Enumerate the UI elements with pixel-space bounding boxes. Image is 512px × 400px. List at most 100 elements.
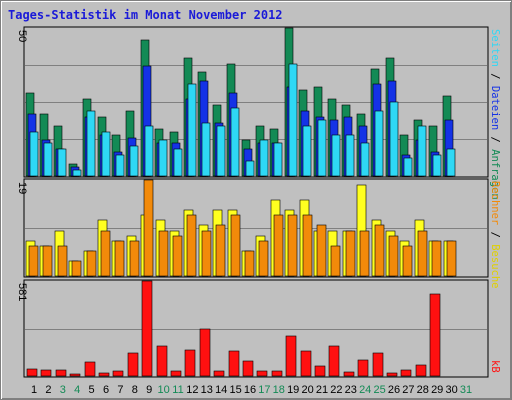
bar-rechner-day-28 (417, 230, 428, 277)
bar-kb-day-12 (184, 349, 196, 377)
legend-sep-1: / (489, 67, 501, 86)
bar-rechner-day-2 (42, 245, 53, 277)
bar-rechner-day-6 (100, 230, 111, 277)
bar-seiten-day-11 (173, 148, 183, 177)
x-label-day-31: 31 (460, 384, 472, 396)
bar-rechner-day-18 (273, 214, 284, 277)
x-label-day-21: 21 (316, 384, 328, 396)
bar-seiten-day-24 (360, 142, 370, 177)
legend-sep-3: / (489, 225, 501, 244)
bar-rechner-day-12 (186, 214, 197, 277)
x-label-day-24: 24 (359, 384, 371, 396)
bar-kb-day-5 (84, 361, 96, 377)
bar-seiten-day-21 (317, 119, 327, 177)
legend-top-vertical: Seiten / Dateien / Anfragen (489, 29, 501, 200)
bar-rechner-day-11 (172, 235, 183, 277)
bar-kb-day-21 (314, 365, 326, 377)
bar-seiten-day-14 (216, 125, 226, 177)
bar-kb-day-7 (112, 370, 124, 377)
x-label-day-15: 15 (229, 384, 241, 396)
legend-kb: kB (489, 360, 501, 373)
bar-rechner-day-26 (388, 235, 399, 277)
bar-kb-day-11 (170, 370, 182, 377)
bar-rechner-day-24 (359, 230, 370, 277)
bar-kb-day-15 (228, 350, 240, 377)
legend-besuche: Besuche (489, 244, 501, 288)
bar-rechner-day-15 (230, 214, 241, 277)
middle-panel-max-label: 19 (16, 182, 28, 194)
bar-seiten-day-4 (72, 169, 82, 177)
bar-kb-day-19 (285, 335, 297, 377)
x-label-day-17: 17 (258, 384, 270, 396)
bar-rechner-day-30 (446, 240, 457, 277)
x-label-day-22: 22 (330, 384, 342, 396)
bar-seiten-day-12 (187, 83, 197, 177)
bar-seiten-day-30 (446, 148, 456, 177)
bar-seiten-day-5 (86, 110, 96, 177)
bar-rechner-day-22 (330, 245, 341, 277)
x-label-day-8: 8 (132, 384, 138, 396)
bar-rechner-day-7 (114, 240, 125, 277)
bar-kb-day-14 (213, 370, 225, 377)
x-label-day-6: 6 (103, 384, 109, 396)
x-label-day-30: 30 (445, 384, 457, 396)
bar-kb-day-28 (415, 364, 427, 377)
bar-seiten-day-29 (432, 154, 442, 177)
x-label-day-23: 23 (345, 384, 357, 396)
x-label-day-7: 7 (117, 384, 123, 396)
x-label-day-26: 26 (388, 384, 400, 396)
bottom-panel-background (23, 279, 489, 378)
x-label-day-2: 2 (45, 384, 51, 396)
bar-rechner-day-16 (244, 250, 255, 277)
bottom-panel-max-label: 581 (16, 283, 28, 301)
bar-rechner-day-10 (158, 230, 169, 277)
x-label-day-4: 4 (74, 384, 80, 396)
bar-rechner-day-9 (143, 179, 154, 277)
bar-rechner-day-25 (374, 224, 385, 277)
bar-kb-day-13 (199, 328, 211, 377)
x-label-day-11: 11 (172, 384, 183, 396)
bar-kb-day-6 (98, 372, 110, 377)
bar-kb-day-17 (256, 370, 268, 377)
bar-rechner-day-23 (345, 230, 356, 277)
x-label-day-1: 1 (31, 384, 37, 396)
bar-kb-day-16 (242, 360, 254, 377)
x-label-day-28: 28 (417, 384, 429, 396)
bar-seiten-day-23 (345, 134, 355, 177)
legend-anfragen: Anfragen (489, 149, 501, 200)
bar-seiten-day-22 (331, 134, 341, 177)
bar-seiten-day-25 (374, 110, 384, 177)
bar-seiten-day-9 (144, 125, 154, 177)
legend-seiten: Seiten (489, 29, 501, 67)
bar-seiten-day-16 (245, 160, 255, 177)
legend-kb-vertical: kB (489, 360, 501, 373)
bar-kb-day-29 (429, 293, 441, 377)
bar-kb-day-25 (372, 352, 384, 377)
bar-seiten-day-28 (417, 125, 427, 177)
x-label-day-18: 18 (273, 384, 285, 396)
bar-seiten-day-15 (230, 107, 240, 177)
top-panel-max-label: 50 (16, 30, 28, 42)
bar-rechner-day-3 (57, 245, 68, 277)
bar-seiten-day-13 (201, 122, 211, 177)
bar-kb-day-24 (357, 359, 369, 377)
bar-kb-day-3 (55, 369, 67, 377)
x-label-day-10: 10 (157, 384, 169, 396)
bar-seiten-day-17 (259, 139, 269, 177)
bar-kb-day-20 (300, 350, 312, 377)
x-label-day-14: 14 (215, 384, 227, 396)
bar-rechner-day-5 (86, 250, 97, 277)
bar-rechner-day-14 (215, 224, 226, 277)
bar-kb-day-8 (127, 352, 139, 377)
bar-seiten-day-20 (302, 125, 312, 177)
bar-rechner-day-27 (402, 245, 413, 277)
bar-seiten-day-8 (129, 145, 139, 177)
bar-seiten-day-6 (101, 131, 111, 177)
legend-dateien: Dateien (489, 86, 501, 130)
bar-kb-day-4 (69, 373, 81, 377)
bar-seiten-day-27 (403, 157, 413, 177)
bar-kb-day-26 (386, 372, 398, 377)
bar-seiten-day-7 (115, 154, 125, 177)
x-axis-day-labels: 1 2 3 4 5 6 7 8 9 10 11 12 13 14 15 16 17 18 19 20 21 22 23 24 2… (31, 384, 472, 396)
x-label-day-3: 3 (60, 384, 66, 396)
